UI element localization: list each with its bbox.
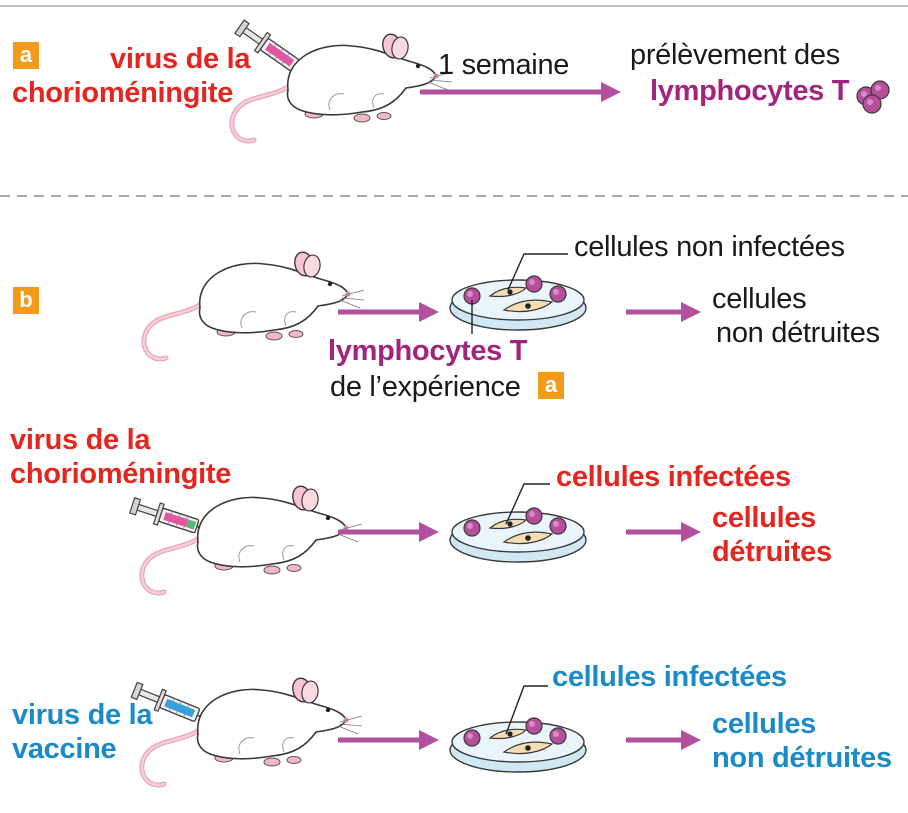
b2-virus-line2: chorioméningite <box>10 458 232 490</box>
b3-result-line1: cellules <box>712 708 816 740</box>
b1-source-badge: a <box>538 372 564 399</box>
lymphocyte-cluster-icon <box>856 80 890 114</box>
b3-virus-line1: virus de la <box>12 699 153 731</box>
b2-result-line2: détruites <box>712 536 832 568</box>
petri-dish-b3 <box>449 717 587 773</box>
badge-a: a <box>13 42 39 69</box>
b1-top-label: cellules non infectées <box>574 231 845 263</box>
leader-b1-top <box>507 253 568 291</box>
result-label-a-line2: lymphocytes T <box>650 75 850 107</box>
b2-top-label: cellules infectées <box>556 461 791 493</box>
petri-dish-b1 <box>449 275 587 331</box>
mouse-b3 <box>142 676 362 785</box>
b1-result-line2: non détruites <box>716 317 880 349</box>
syringe-a <box>232 16 318 86</box>
b3-virus-line2: vaccine <box>12 733 117 765</box>
petri-dish-b2 <box>449 507 587 563</box>
b2-virus-line1: virus de la <box>10 424 151 456</box>
leader-b2 <box>505 483 550 525</box>
result-label-a-line1: prélèvement des <box>630 39 840 71</box>
arrow-label-a: 1 semaine <box>438 49 570 81</box>
b2-result-line1: cellules <box>712 502 816 534</box>
syringe-b3 <box>129 678 219 733</box>
b1-lymph-label: lymphocytes T <box>328 335 528 367</box>
badge-b: b <box>13 287 39 314</box>
b3-top-label: cellules infectées <box>552 661 787 693</box>
virus-label-a-line1: virus de la <box>110 43 251 75</box>
mouse-b2 <box>142 484 362 593</box>
b3-result-line2: non détruites <box>712 742 892 774</box>
b1-source-label: de l’expérience <box>330 371 521 403</box>
leader-b3 <box>505 685 548 735</box>
virus-label-a-line2: chorioméningite <box>12 77 234 109</box>
b1-result-line1: cellules <box>712 283 807 315</box>
syringe-b2 <box>128 494 219 544</box>
